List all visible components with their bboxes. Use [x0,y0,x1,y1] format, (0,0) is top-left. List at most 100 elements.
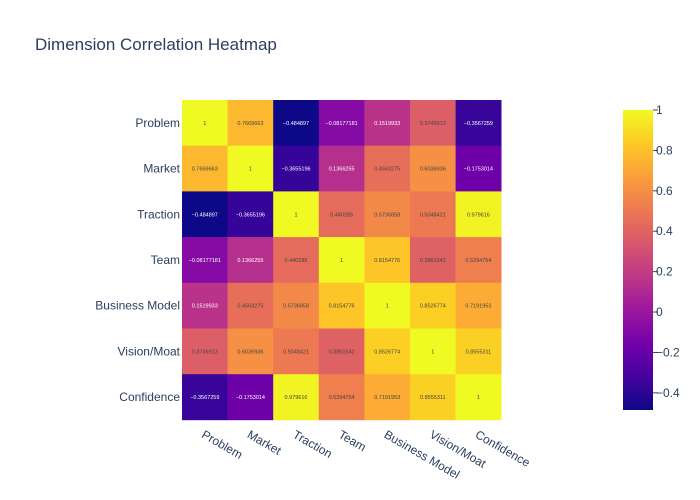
heatmap-cell [227,145,274,192]
heatmap-cell [273,328,320,375]
heatmap-cell [455,282,502,329]
cell-value-label: 0.8154776 [329,304,355,310]
cell-value-label: −0.3655196 [236,212,265,218]
heatmap-cell [410,237,456,284]
heatmap-cell [364,374,411,421]
y-axis: Problem Market Traction Team Business Model V… [95,116,180,404]
cell-value-label: 1 [203,121,206,127]
x-axis: Problem Market Traction Team Business ModelV… [199,427,532,481]
chart-title: Dimension Correlation Heatmap [35,35,277,54]
cell-value-label: 0.440285 [285,258,308,264]
cell-value-label: 0.6036936 [237,349,263,355]
heatmap-cell [227,100,274,146]
cell-value-label: 0.3861542 [420,258,446,264]
cell-value-label: 0.4563275 [374,167,400,173]
heatmap-cell [455,237,502,284]
heatmap-cell [318,145,365,192]
x-tick-label: Problem [199,427,245,461]
heatmap-cell [410,282,456,329]
heatmap-cell [273,237,320,284]
cell-value-label: 0.1366255 [329,167,355,173]
colorbar-tick-label: 0.8 [656,143,673,157]
cell-value-label: 0.5736858 [374,212,400,218]
cell-value-label: 0.8555311 [420,395,446,401]
cell-value-label: 0.7669663 [237,121,263,127]
cell-value-label: 0.1366255 [237,258,263,264]
cell-value-label: −0.1753014 [236,395,265,401]
heatmap-cell [273,374,320,421]
heatmap-cell [455,191,502,238]
heatmap-cell [455,328,502,375]
heatmap-cell [182,282,228,329]
heatmap-cell [182,237,228,284]
colorbar-tick-label: 0.2 [656,265,673,279]
colorbar: 1 0.8 0.6 0.4 0.2 0 −0.2 −0.4 [623,103,680,410]
heatmap-cell [410,145,456,192]
heatmap-cell [273,191,320,238]
cell-value-label: 1 [294,212,297,218]
cell-value-label: 0.5048421 [283,349,309,355]
colorbar-tick-label: −0.4 [656,386,680,400]
x-tick-label: Market [245,427,284,458]
y-tick-label: Market [143,162,180,176]
heatmap-cell [455,374,502,421]
cell-value-label: 0.440285 [330,212,353,218]
heatmap-cell [318,100,365,146]
cell-value-label: −0.3567259 [190,395,219,401]
cell-value-label: 0.5294754 [329,395,355,401]
cell-value-label: −0.3567259 [464,121,493,127]
cell-value-label: −0.3655196 [281,167,310,173]
heatmap-cells [182,100,502,421]
heatmap-cell [410,100,456,146]
cell-value-label: 0.8154776 [374,258,400,264]
heatmap-cell [364,191,411,238]
cell-value-label: 0.3749913 [192,349,218,355]
heatmap-cell [410,191,456,238]
heatmap-cell [227,282,274,329]
cell-value-label: 1 [477,395,480,401]
cell-value-label: 0.1519933 [192,304,218,310]
cell-value-label: 0.8526774 [420,304,446,310]
heatmap-cell [227,328,274,375]
cell-value-label: 0.4563275 [237,304,263,310]
cell-value-label: 0.7669663 [192,167,218,173]
cell-value-label: 0.5048421 [420,212,446,218]
heatmap-cell [227,374,274,421]
heatmap-cell [182,145,228,192]
cell-value-label: 0.7191953 [374,395,400,401]
cell-value-label: 0.3749913 [420,121,446,127]
heatmap-cell [182,100,228,146]
y-tick-label: Confidence [119,390,180,404]
cell-value-label: 0.6036936 [420,167,446,173]
heatmap-cell-labels: 1 0.7669663 −0.484897 −0.08177181 0.1519933 0… [189,121,493,401]
heatmap-cell [273,282,320,329]
cell-value-label: 0.1519933 [374,121,400,127]
cell-value-label: −0.484897 [192,212,218,218]
cell-value-label: 1 [386,304,389,310]
y-tick-label: Vision/Moat [118,344,181,358]
heatmap-cell [410,374,456,421]
heatmap-cell [364,282,411,329]
cell-value-label: −0.08177181 [189,258,221,264]
cell-value-label: 0.8526774 [374,349,400,355]
heatmap-cell [455,145,502,192]
cell-value-label: 0.979616 [467,212,490,218]
colorbar-gradient [623,110,653,410]
heatmap-cell [364,237,411,284]
heatmap-cell [318,328,365,375]
cell-value-label: 0.8555311 [466,349,492,355]
cell-value-label: 0.5294754 [465,258,491,264]
heatmap-cell [364,328,411,375]
cell-value-label: 1 [431,349,434,355]
heatmap-cell [318,191,365,238]
cell-value-label: 0.7191953 [465,304,491,310]
heatmap-cell [364,100,411,146]
colorbar-tick-label: −0.2 [656,345,680,359]
cell-value-label: 1 [249,167,252,173]
heatmap-cell [182,191,228,238]
heatmap-cell [182,374,228,421]
x-tick-label: Traction [291,427,335,461]
heatmap-cell [364,145,411,192]
y-tick-label: Business Model [95,299,180,313]
heatmap-cell [318,237,365,284]
